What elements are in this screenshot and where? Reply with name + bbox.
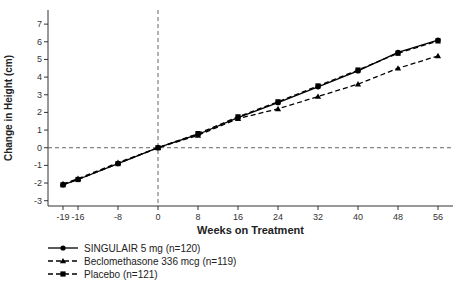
y-tick-label: -1: [34, 160, 42, 170]
y-tick-label: 3: [37, 90, 42, 100]
x-tick: [238, 206, 239, 210]
x-tick-label: 56: [433, 212, 443, 222]
reference-line: [48, 147, 453, 148]
data-point: [60, 182, 65, 187]
legend-marker: [60, 271, 65, 276]
chart: -19-16-808162432404856-3-2-101234567Week…: [0, 0, 463, 291]
data-point: [275, 106, 281, 111]
y-axis: -3 -2 -1 0 1 2 3 4 5 6 7: [34, 19, 48, 206]
data-point: [435, 38, 440, 43]
legend-label: Beclomethasone 336 mcg (n=119): [84, 256, 236, 267]
series-line: [63, 56, 438, 184]
data-point: [275, 100, 280, 105]
x-tick: [318, 206, 319, 210]
x-tick-label: 48: [393, 212, 403, 222]
x-tick: [63, 206, 64, 210]
y-tick-label: 0: [37, 143, 42, 153]
reference-line: [158, 10, 159, 206]
y-axis-line: [48, 10, 49, 206]
x-tick-label: 24: [273, 212, 283, 222]
data-point: [75, 177, 80, 182]
series: [60, 37, 440, 187]
x-tick: [78, 206, 79, 210]
data-point: [315, 93, 321, 98]
data-point: [395, 51, 400, 56]
legend-label: Placebo (n=121): [84, 269, 158, 280]
legend-label: SINGULAIR 5 mg (n=120): [84, 243, 200, 254]
series-line: [63, 41, 438, 185]
y-tick-label: -3: [34, 196, 42, 206]
y-tick: [44, 130, 48, 131]
x-tick: [398, 206, 399, 210]
y-tick-label: 2: [37, 107, 42, 117]
series: [60, 38, 440, 187]
x-axis: -19-16 -8 0 8 16 24 32 40 48 56: [56, 206, 443, 222]
data-point: [195, 132, 200, 137]
data-point: [435, 37, 440, 42]
x-tick-label: -19: [56, 212, 69, 222]
data-point: [195, 131, 200, 136]
data-point: [60, 182, 65, 187]
y-tick: [44, 183, 48, 184]
y-tick: [44, 77, 48, 78]
legend-marker: [60, 258, 66, 263]
x-tick-label: -8: [114, 212, 122, 222]
data-point: [315, 83, 320, 88]
y-tick: [44, 200, 48, 201]
x-tick: [438, 206, 439, 210]
series-line: [63, 40, 438, 185]
x-tick-label: 8: [195, 212, 200, 222]
data-point: [275, 99, 280, 104]
y-tick-label: -2: [34, 178, 42, 188]
data-point: [115, 161, 120, 166]
y-tick: [44, 165, 48, 166]
y-tick-label: 1: [37, 125, 42, 135]
y-tick: [44, 94, 48, 95]
data-point: [235, 114, 240, 119]
data-point: [315, 84, 320, 89]
data-point: [155, 145, 160, 150]
data-point: [155, 145, 160, 150]
x-tick-label: -16: [71, 212, 84, 222]
y-tick: [44, 112, 48, 113]
data-point: [235, 115, 240, 120]
series: [60, 53, 441, 186]
x-tick: [198, 206, 199, 210]
x-tick-label: 40: [353, 212, 363, 222]
y-tick-label: 4: [37, 72, 42, 82]
data-point: [355, 67, 360, 72]
y-tick-label: 7: [37, 19, 42, 29]
y-tick: [44, 147, 48, 148]
data-point: [435, 53, 441, 58]
x-axis-title: Weeks on Treatment: [197, 224, 304, 236]
data-point: [75, 177, 80, 182]
x-tick: [358, 206, 359, 210]
data-point: [115, 161, 120, 166]
y-tick: [44, 59, 48, 60]
x-tick: [158, 206, 159, 210]
data-point: [155, 145, 161, 150]
data-point: [395, 50, 400, 55]
legend: SINGULAIR 5 mg (n=120) Beclomethasone 336…: [48, 243, 236, 280]
y-tick-label: 6: [37, 37, 42, 47]
x-tick: [118, 206, 119, 210]
y-tick: [44, 24, 48, 25]
data-point: [355, 68, 360, 73]
x-tick-label: 16: [233, 212, 243, 222]
x-axis-line: [48, 206, 453, 207]
data-point: [355, 81, 361, 86]
x-tick-label: 32: [313, 212, 323, 222]
y-tick: [44, 41, 48, 42]
plot-area: [48, 10, 453, 206]
data-point: [395, 65, 401, 70]
y-tick-label: 5: [37, 54, 42, 64]
x-tick-label: 0: [155, 212, 160, 222]
x-tick: [278, 206, 279, 210]
legend-marker: [60, 245, 65, 250]
y-axis-title: Change in Height (cm): [3, 55, 14, 161]
